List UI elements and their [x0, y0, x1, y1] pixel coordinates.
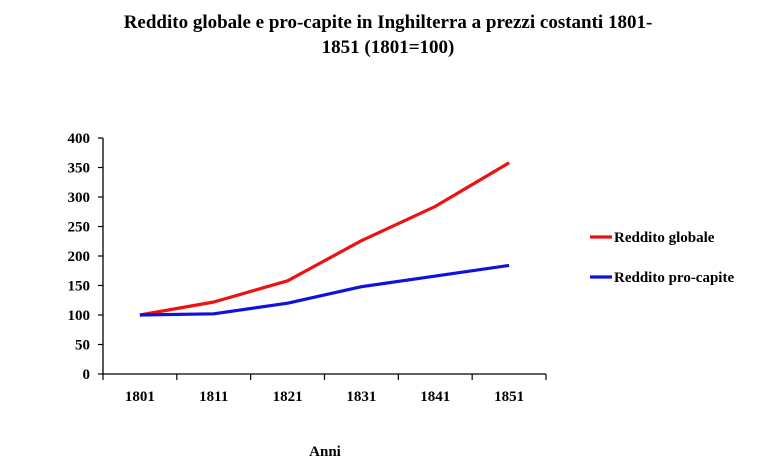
x-tick-label: 1811: [199, 389, 228, 405]
y-tick-label: 150: [68, 279, 91, 295]
y-tick-label: 400: [68, 131, 91, 147]
x-tick-label: 1821: [273, 389, 303, 405]
y-tick-label: 300: [68, 190, 91, 206]
x-axis-title: Anni: [309, 444, 341, 460]
x-tick-label: 1801: [125, 389, 155, 405]
chart-title-line-2: 1851 (1801=100): [321, 37, 455, 58]
x-tick-label: 1831: [346, 389, 376, 405]
series-line-reddito-pro-capite: [139, 263, 510, 317]
y-tick-label: 200: [68, 249, 91, 265]
y-tick-label: 0: [83, 367, 91, 383]
series-line-reddito-globale: [139, 161, 510, 317]
y-tick-label: 50: [75, 338, 90, 354]
y-tick-label: 100: [68, 308, 91, 324]
y-tick-label: 350: [68, 161, 91, 177]
legend-label: Reddito globale: [614, 230, 715, 246]
chart-title: Reddito globale e pro-capite in Inghilte…: [0, 10, 776, 60]
x-tick-label: 1841: [420, 389, 450, 405]
chart-title-line-1: Reddito globale e pro-capite in Inghilte…: [123, 12, 653, 33]
y-tick-label: 250: [68, 220, 91, 236]
x-tick-label: 1851: [494, 389, 524, 405]
legend-label: Reddito pro-capite: [614, 270, 734, 286]
